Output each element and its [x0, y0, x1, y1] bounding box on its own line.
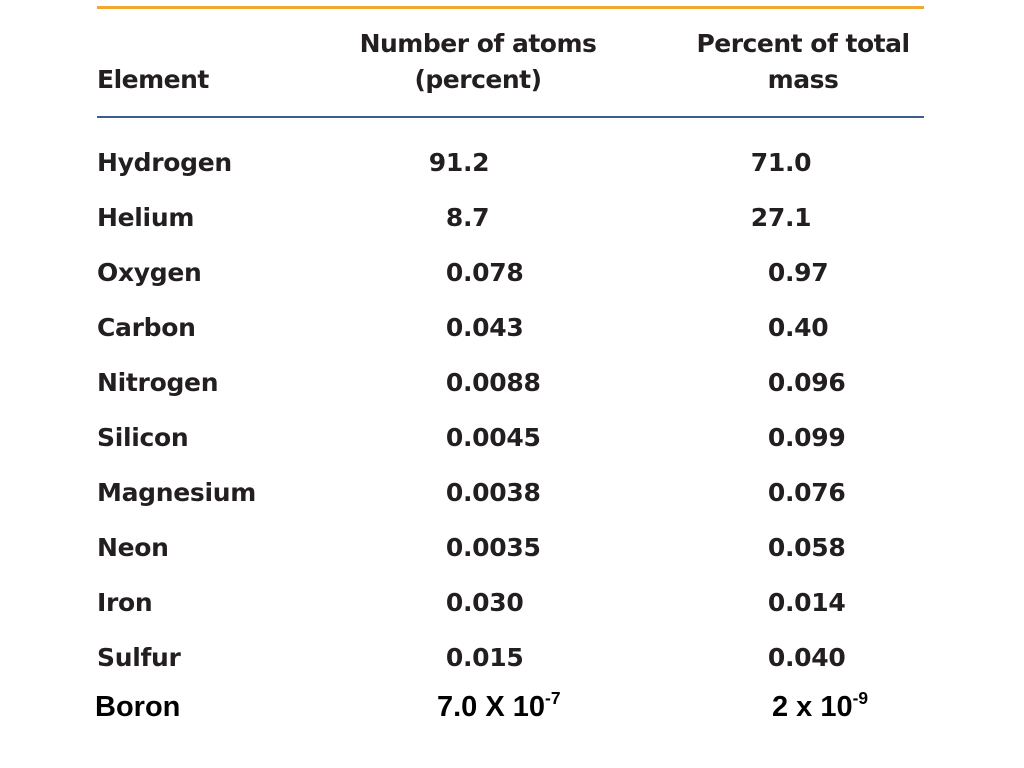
element-cell: Silicon — [97, 423, 189, 452]
element-cell: Magnesium — [97, 478, 256, 507]
header-line: (percent) — [414, 65, 542, 94]
atoms-cell: 0.0045 — [445, 423, 541, 452]
atoms-cell: 8.7 — [445, 203, 490, 232]
top-rule — [97, 6, 924, 9]
mass-cell: 0.058 — [767, 533, 846, 562]
element-cell: Carbon — [97, 313, 196, 342]
header-line: Percent of total — [696, 29, 910, 58]
element-cell: Sulfur — [97, 643, 181, 672]
element-cell: Helium — [97, 203, 195, 232]
atoms-cell: 0.078 — [445, 258, 524, 287]
mass-cell: 71.0 — [750, 148, 812, 177]
exponent: -7 — [545, 687, 561, 708]
header-atoms: Number of atoms (percent) — [340, 26, 616, 98]
base: 2 x 10 — [772, 691, 853, 723]
mass-cell: 2 x 10-9 — [772, 688, 868, 725]
element-cell: Boron — [95, 691, 181, 723]
header-mass: Percent of total mass — [680, 26, 926, 98]
element-cell: Iron — [97, 588, 153, 617]
mass-cell: 0.096 — [767, 368, 846, 397]
mass-cell: 0.014 — [767, 588, 846, 617]
mass-cell: 0.076 — [767, 478, 846, 507]
header-line: mass — [767, 65, 839, 94]
mass-cell: 0.040 — [767, 643, 846, 672]
mass-cell: 0.97 — [767, 258, 829, 287]
base: 7.0 X 10 — [437, 691, 546, 723]
atoms-cell: 0.0088 — [445, 368, 541, 397]
atoms-cell: 0.043 — [445, 313, 524, 342]
atoms-cell: 91.2 — [428, 148, 490, 177]
atoms-cell: 0.0038 — [445, 478, 541, 507]
atoms-cell: 0.030 — [445, 588, 524, 617]
mass-cell: 27.1 — [750, 203, 812, 232]
atoms-cell: 7.0 X 10-7 — [437, 688, 561, 725]
element-cell: Oxygen — [97, 258, 202, 287]
atoms-cell: 0.0035 — [445, 533, 541, 562]
atoms-cell: 0.015 — [445, 643, 524, 672]
header-line: Number of atoms — [359, 29, 597, 58]
mass-cell: 0.099 — [767, 423, 846, 452]
exponent: -9 — [852, 687, 869, 708]
element-cell: Neon — [97, 533, 169, 562]
header-rule — [97, 116, 924, 118]
header-element: Element — [97, 65, 209, 94]
element-cell: Hydrogen — [97, 148, 232, 177]
mass-cell: 0.40 — [767, 313, 829, 342]
element-cell: Nitrogen — [97, 368, 219, 397]
